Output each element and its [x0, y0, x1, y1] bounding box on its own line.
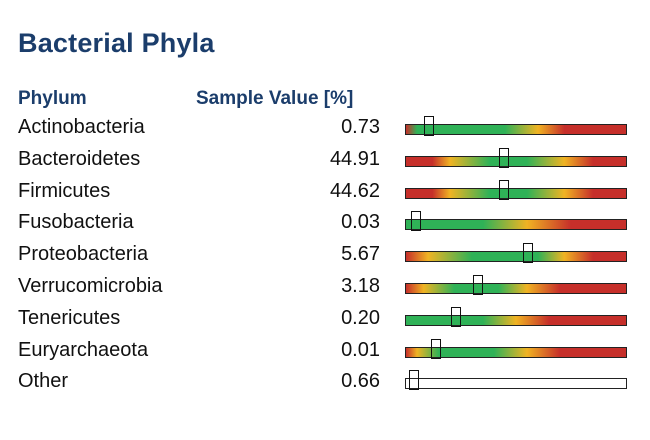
sample-value: 3.18: [341, 275, 380, 297]
sample-value: 0.73: [341, 116, 380, 138]
reference-range-gradient: [405, 124, 627, 135]
value-marker: [472, 275, 483, 295]
value-marker: [411, 211, 421, 232]
sample-value: 0.66: [341, 370, 380, 393]
phylum-name: Actinobacteria: [18, 116, 145, 138]
phylum-name: Proteobacteria: [18, 243, 149, 266]
value-marker: [523, 243, 534, 264]
table-row: Verrucomicrobia 3.18: [0, 271, 650, 303]
phylum-name: Tenericutes: [18, 306, 121, 329]
sample-value: 0.20: [341, 306, 380, 329]
range-bar: [405, 211, 627, 232]
reference-range-gradient: [405, 251, 627, 263]
phylum-name: Other: [18, 370, 69, 393]
range-bar: [405, 370, 627, 391]
column-header-sample-value: Sample Value [%]: [196, 88, 354, 109]
value-marker: [408, 370, 419, 391]
chart-title: Bacterial Phyla: [18, 28, 215, 58]
sample-value: 0.03: [341, 211, 380, 234]
range-bar: [405, 275, 627, 295]
sample-value: 44.62: [329, 179, 380, 202]
reference-range-gradient: [405, 283, 627, 294]
table-row: Euryarchaeota 0.01: [0, 335, 650, 367]
table-row: Firmicutes 44.62: [0, 176, 650, 208]
reference-range-gradient: [405, 378, 627, 390]
value-marker: [450, 306, 461, 327]
range-bar: [405, 338, 627, 359]
table-row: Other 0.66: [0, 366, 650, 398]
range-bar: [405, 306, 627, 327]
value-marker: [430, 338, 441, 359]
range-bar: [405, 179, 627, 200]
value-marker: [424, 116, 435, 136]
sample-value: 44.91: [329, 147, 380, 170]
reference-range-gradient: [405, 155, 627, 167]
phylum-name: Bacteroidetes: [18, 147, 141, 170]
reference-range-gradient: [405, 219, 627, 231]
table-row: Fusobacteria 0.03: [0, 207, 650, 239]
value-marker: [499, 179, 509, 200]
table-row: Tenericutes 0.20: [0, 303, 650, 335]
range-bar: [405, 243, 627, 264]
phylum-name: Firmicutes: [18, 179, 111, 202]
table-row: Proteobacteria 5.67: [0, 239, 650, 271]
reference-range-gradient: [405, 187, 627, 199]
phylum-name: Euryarchaeota: [18, 338, 149, 361]
reference-range-gradient: [405, 314, 627, 326]
sample-value: 0.01: [341, 338, 380, 361]
value-marker: [499, 147, 509, 168]
column-header-phylum: Phylum: [18, 88, 87, 109]
phylum-name: Verrucomicrobia: [18, 275, 163, 297]
table-row: Bacteroidetes 44.91: [0, 144, 650, 176]
range-bar: [405, 147, 627, 168]
range-bar: [405, 116, 627, 136]
table-row: Actinobacteria 0.73: [0, 112, 650, 144]
sample-value: 5.67: [341, 243, 380, 266]
phylum-name: Fusobacteria: [18, 211, 134, 234]
reference-range-gradient: [405, 346, 627, 358]
